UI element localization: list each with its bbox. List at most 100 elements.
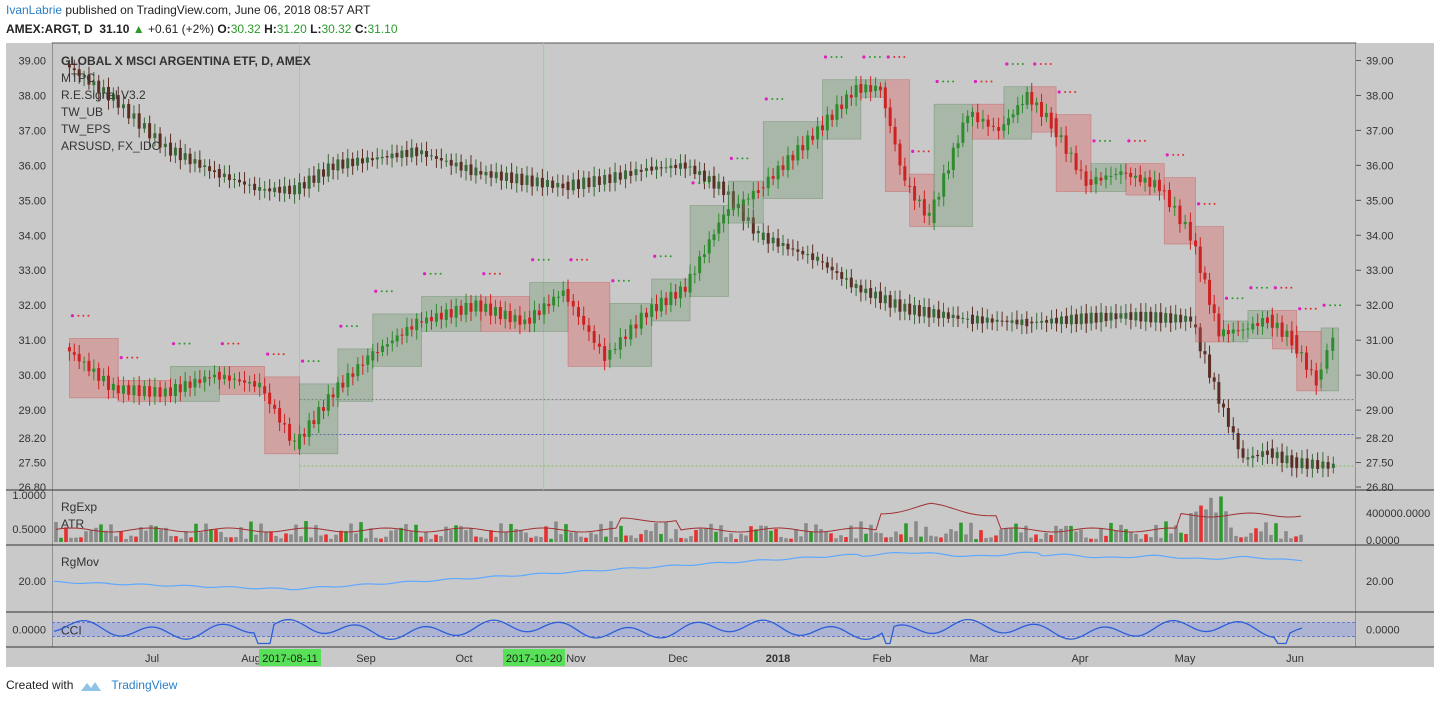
signal-dash xyxy=(741,157,744,160)
arsusd-candle xyxy=(326,163,330,177)
arsusd-candle xyxy=(1035,321,1039,323)
volume-bar xyxy=(864,533,868,542)
arsusd-candle xyxy=(1030,321,1034,324)
arsusd-candle xyxy=(217,169,221,178)
volume-bar xyxy=(1019,532,1023,542)
volume-bar xyxy=(1024,525,1028,542)
signal-dot xyxy=(1005,62,1009,66)
signal-dot xyxy=(729,156,734,160)
arsusd-candle xyxy=(942,311,946,318)
signal-dot xyxy=(611,279,615,283)
arsusd-candle xyxy=(273,187,277,193)
volume-bar xyxy=(744,535,748,542)
arsusd-candle xyxy=(582,177,586,189)
signal-dash xyxy=(1011,62,1014,65)
date-marker-label: 2017-10-20 xyxy=(506,653,562,665)
volume-bar xyxy=(169,535,173,542)
volume-bar xyxy=(1159,537,1163,542)
volume-bar xyxy=(359,522,363,542)
signal-dash xyxy=(708,181,711,184)
etf-candle xyxy=(268,392,272,405)
signal-dot xyxy=(1197,202,1201,206)
signal-dash xyxy=(952,80,955,83)
etf-candle xyxy=(556,296,560,298)
signal-dash xyxy=(736,157,739,160)
etf-candle xyxy=(1241,329,1245,331)
arsusd-candle xyxy=(111,93,115,101)
arsusd-candle xyxy=(1310,459,1314,469)
arsusd-candle xyxy=(1270,448,1274,458)
signal-dot xyxy=(374,289,378,293)
volume-bar xyxy=(409,531,413,542)
etf-candle xyxy=(825,114,829,131)
etf-candle xyxy=(1178,205,1182,225)
etf-candle xyxy=(1265,317,1269,324)
etf-candle xyxy=(77,353,81,362)
volume-bar xyxy=(959,522,963,542)
volume-bar xyxy=(974,538,978,542)
signal-dash xyxy=(627,279,630,282)
signal-dot xyxy=(764,97,768,101)
arsusd-candle xyxy=(717,181,721,189)
etf-candle xyxy=(1208,279,1212,305)
arsusd-candle xyxy=(395,152,399,158)
volume-bar xyxy=(444,526,448,542)
arsusd-candle xyxy=(1104,312,1108,322)
arsusd-candle xyxy=(878,291,882,303)
volume-bar xyxy=(344,531,348,542)
signal-dash xyxy=(1309,307,1312,310)
etf-candle xyxy=(688,273,692,293)
volume-bar xyxy=(209,529,213,542)
signal-dash xyxy=(272,353,275,356)
arsusd-candle xyxy=(1226,408,1230,427)
volume-bar xyxy=(929,535,933,542)
author-link[interactable]: IvanLabrie xyxy=(6,3,63,17)
volume-bar xyxy=(494,536,498,542)
volume-bar xyxy=(1284,531,1288,542)
signal-dash xyxy=(781,97,784,100)
volume-bar xyxy=(479,537,483,542)
arsusd-candle xyxy=(1159,312,1163,323)
arsusd-candle xyxy=(946,312,950,319)
signal-dash xyxy=(703,181,706,184)
etf-candle xyxy=(1129,172,1133,178)
etf-candle xyxy=(400,334,404,336)
volume-bar xyxy=(944,533,948,542)
volume-bar xyxy=(364,538,368,542)
signal-dot xyxy=(70,314,75,318)
etf-candle xyxy=(331,394,335,398)
volume-bar xyxy=(799,536,803,542)
arsusd-candle xyxy=(1119,313,1123,319)
arsusd-candle xyxy=(951,314,955,318)
etf-candle xyxy=(966,115,970,124)
arsusd-candle xyxy=(370,158,374,161)
volume-bar xyxy=(614,536,618,542)
tradingview-link[interactable]: TradingView xyxy=(111,678,178,692)
arsusd-candle xyxy=(1305,458,1309,469)
rgmov-right-tick: 20.00 xyxy=(1366,576,1394,588)
volume-bar xyxy=(759,525,763,542)
signal-dot xyxy=(1249,286,1253,290)
etf-candle xyxy=(212,374,216,378)
signal-dot xyxy=(691,181,695,185)
volume-bar xyxy=(54,521,58,542)
etf-candle xyxy=(434,313,438,322)
volume-bar xyxy=(544,526,548,542)
arsusd-candle xyxy=(1050,318,1054,324)
signal-dash xyxy=(617,279,620,282)
time-axis-label: Jun xyxy=(1286,653,1304,665)
etf-candle xyxy=(121,385,125,394)
signal-dash xyxy=(1255,286,1258,289)
volume-bar xyxy=(859,521,863,542)
right-price-tick: 30.00 xyxy=(1366,370,1394,382)
arsusd-candle xyxy=(741,204,745,222)
arsusd-candle xyxy=(1064,315,1068,324)
arsusd-candle xyxy=(1280,451,1284,463)
arsusd-candle xyxy=(854,283,858,288)
etf-candle xyxy=(1162,190,1166,192)
arsusd-candle xyxy=(429,155,433,157)
volume-bar xyxy=(379,538,383,542)
arsusd-candle xyxy=(1174,314,1178,323)
volume-bar xyxy=(339,530,343,542)
